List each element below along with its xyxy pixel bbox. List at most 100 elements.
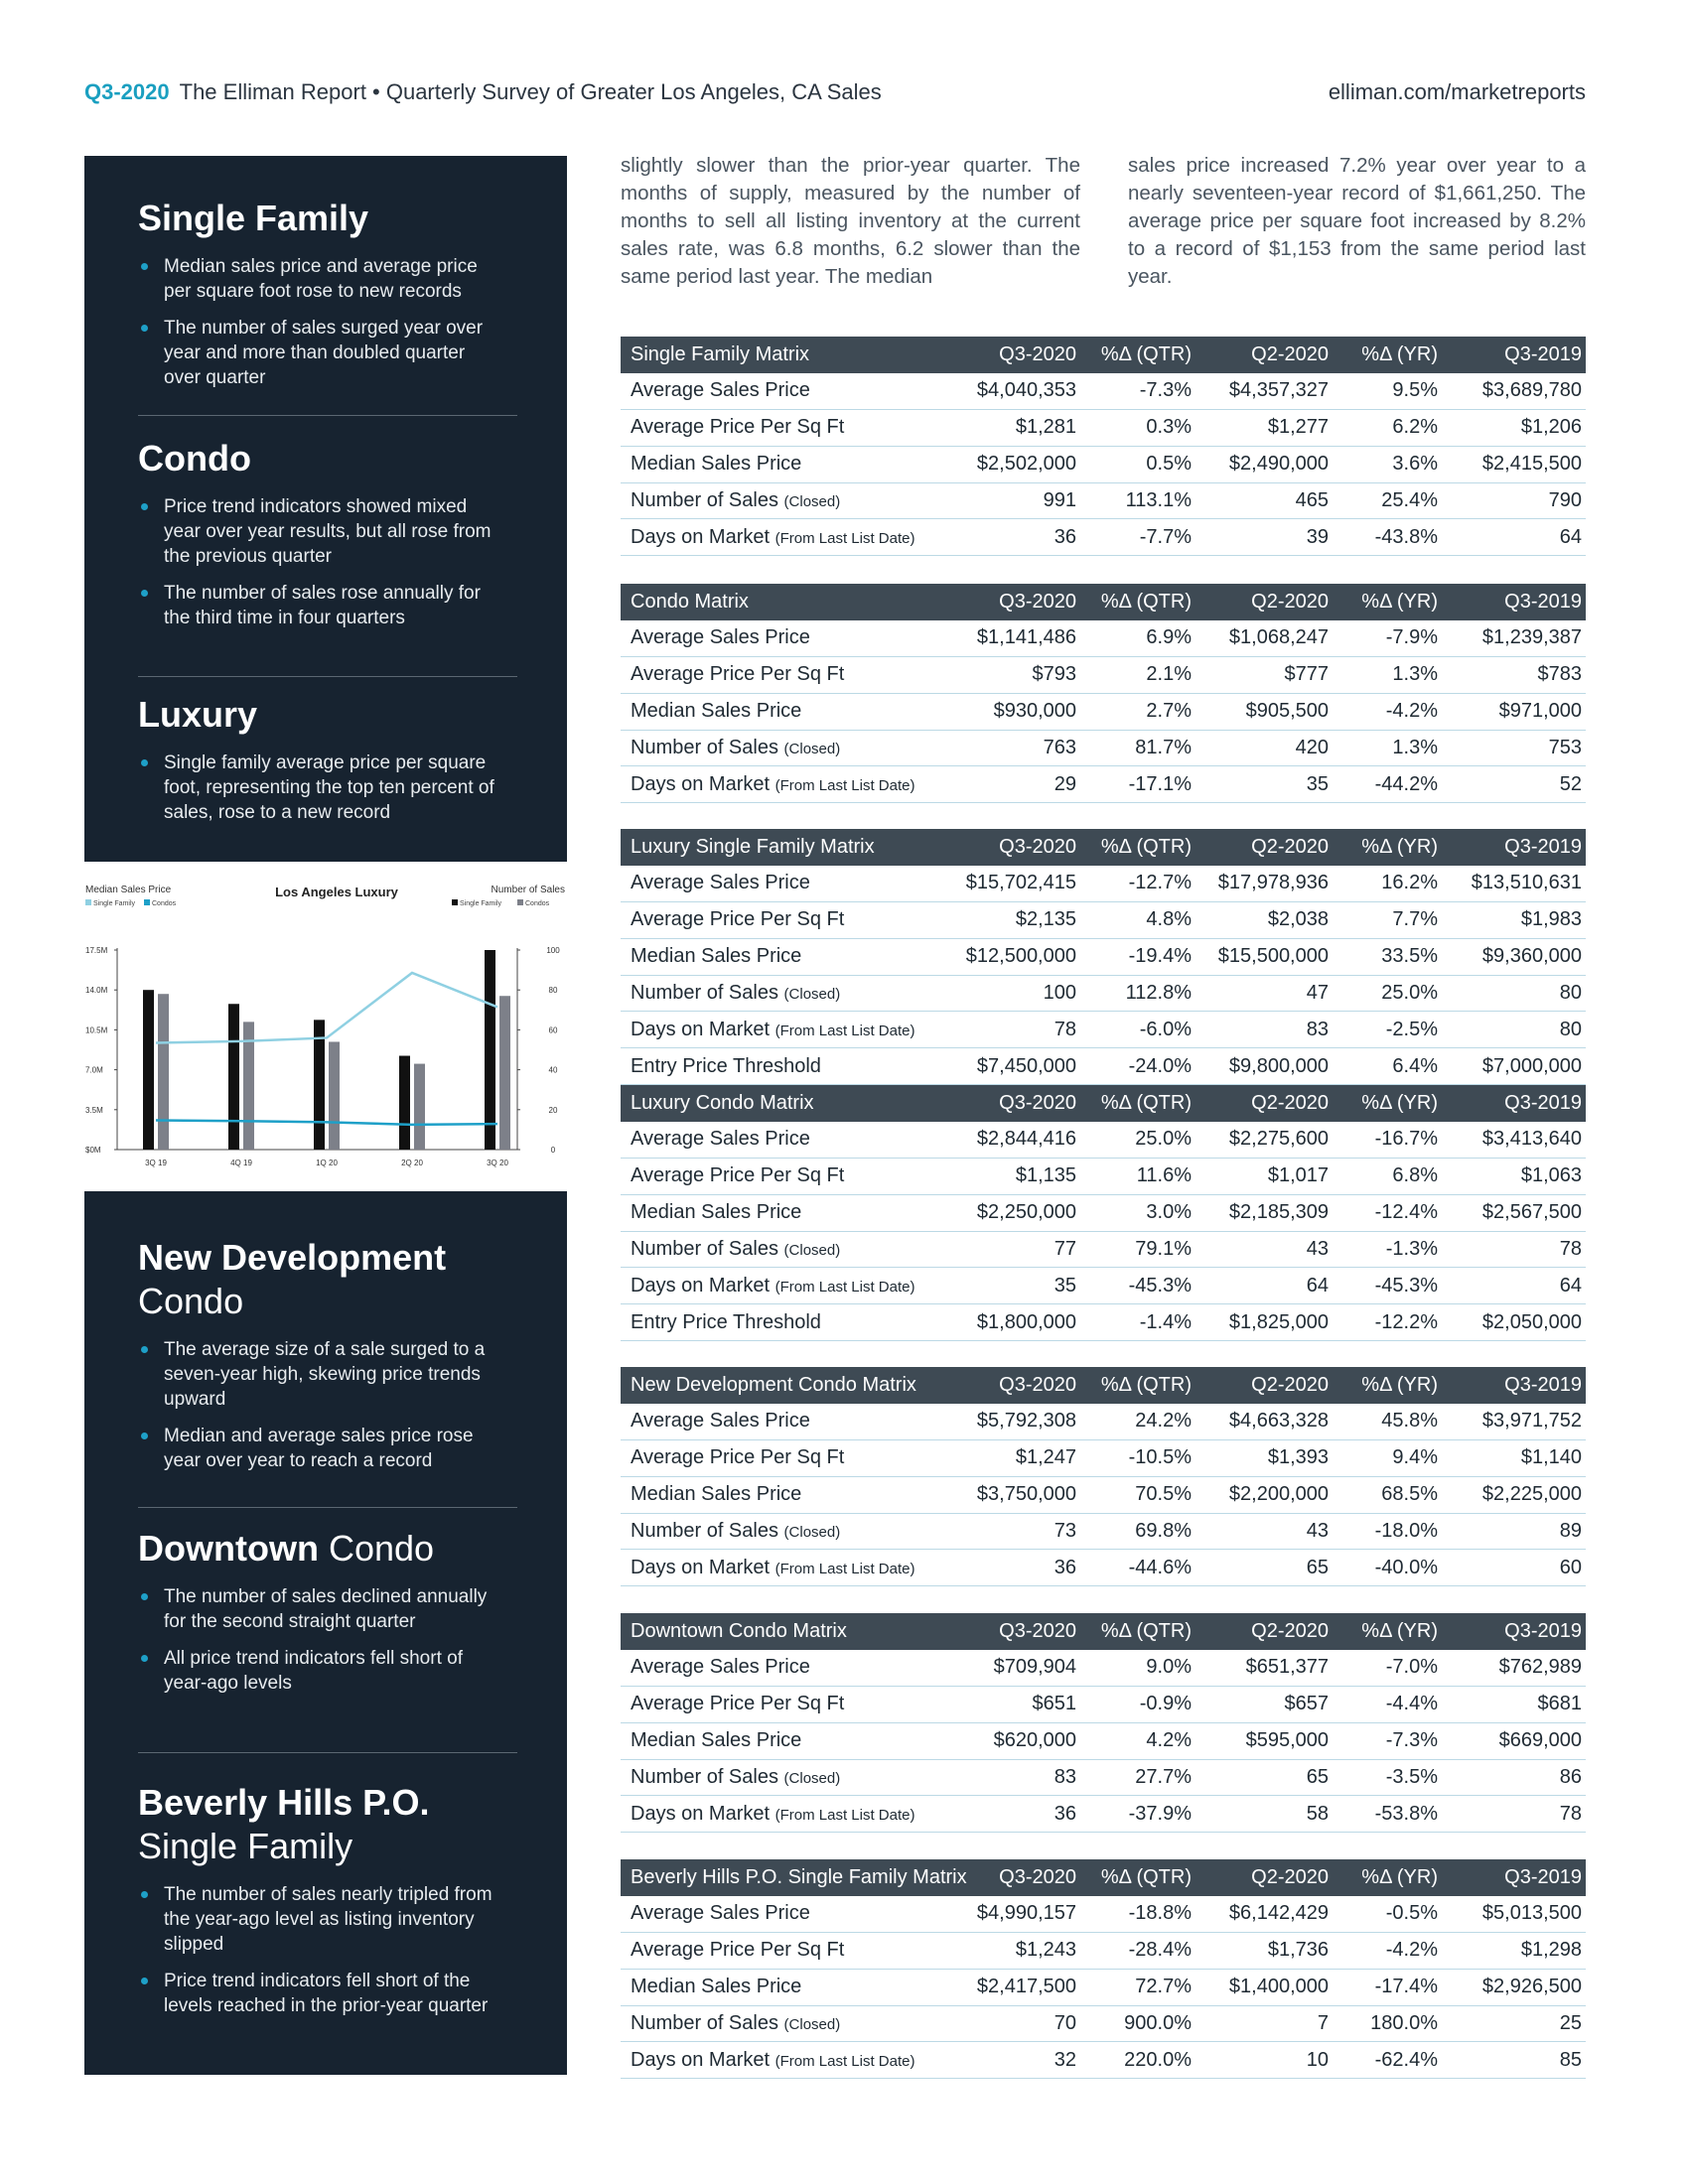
cell: $2,185,309 xyxy=(1196,1194,1333,1232)
cell: 80 xyxy=(1442,1011,1586,1049)
data-row: Average Price Per Sq Ft $2,135 4.8% $2,038 7… xyxy=(621,901,1586,939)
label-text: Number of Sales xyxy=(631,1520,778,1543)
row-label: Average Sales Price xyxy=(621,1403,918,1441)
cell: $1,247 xyxy=(918,1439,1080,1477)
label-text: Median Sales Price xyxy=(631,1729,802,1752)
label-note: (From Last List Date) xyxy=(774,1806,915,1824)
cell: 81.7% xyxy=(1080,730,1196,767)
cell: 86 xyxy=(1442,1759,1586,1797)
header-cell: Condo Matrix xyxy=(621,584,918,620)
cell: 29 xyxy=(918,765,1080,804)
bullet: Median and average sales price rose year… xyxy=(138,1424,506,1473)
data-row: Median Sales Price $2,502,000 0.5% $2,490,0… xyxy=(621,446,1586,483)
header-cell: Q2-2020 xyxy=(1196,1367,1333,1404)
row-label: Average Price Per Sq Ft xyxy=(621,1686,918,1723)
cell: -2.5% xyxy=(1333,1011,1442,1049)
header-cell: %Δ (YR) xyxy=(1333,584,1442,620)
row-label: Average Price Per Sq Ft xyxy=(621,1932,918,1970)
bullet: The number of sales nearly tripled from … xyxy=(138,1882,506,1957)
header-cell: %Δ (YR) xyxy=(1333,1613,1442,1650)
cell: 25.0% xyxy=(1080,1121,1196,1160)
label-text: Average Sales Price xyxy=(631,872,810,894)
bullet: The number of sales rose annually for th… xyxy=(138,581,506,630)
data-row: Number of Sales (Closed) 763 81.7% 420 1.3% 7… xyxy=(621,730,1586,767)
header-cell: Beverly Hills P.O. Single Family Matrix xyxy=(621,1859,967,1896)
summary-section: Beverly Hills P.O. Single Family The numbe… xyxy=(138,1781,535,2030)
header-cell: %Δ (QTR) xyxy=(1080,1367,1196,1404)
cell: $2,926,500 xyxy=(1442,1969,1586,2006)
row-label: Number of Sales (Closed) xyxy=(621,1513,918,1551)
y2-tick-label: 60 xyxy=(549,1025,558,1034)
cell: -28.4% xyxy=(1080,1932,1196,1970)
cell: $930,000 xyxy=(918,693,1080,731)
y-tick-label: 10.5M xyxy=(85,1025,108,1034)
cell: 39 xyxy=(1196,518,1333,557)
label-note: (Closed) xyxy=(783,1770,841,1788)
header-cell: %Δ (QTR) xyxy=(1080,829,1196,866)
bar xyxy=(414,1063,425,1150)
matrix-table: Luxury Single Family Matrix Q3-2020 %Δ (QT… xyxy=(621,829,1586,1086)
label-text: Average Price Per Sq Ft xyxy=(631,663,845,686)
header-cell: Q3-2019 xyxy=(1442,1613,1586,1650)
label-text: Average Price Per Sq Ft xyxy=(631,1164,845,1187)
header-cell: %Δ (QTR) xyxy=(1080,1085,1196,1122)
cell: 45.8% xyxy=(1333,1403,1442,1441)
matrix-table: Downtown Condo Matrix Q3-2020 %Δ (QTR) Q2-2… xyxy=(621,1613,1586,1834)
bullet: The average size of a sale surged to a s… xyxy=(138,1337,506,1412)
cell: -18.8% xyxy=(1080,1895,1196,1934)
cell: -17.4% xyxy=(1333,1969,1442,2006)
header-cell: %Δ (QTR) xyxy=(1080,584,1196,620)
cell: 70.5% xyxy=(1080,1476,1196,1514)
row-label: Median Sales Price xyxy=(621,1476,918,1514)
cell: 65 xyxy=(1196,1549,1333,1587)
header-cell: Q2-2020 xyxy=(1196,1613,1333,1650)
bullet-list: The average size of a sale surged to a s… xyxy=(138,1337,535,1473)
cell: $2,050,000 xyxy=(1442,1303,1586,1342)
cell: $2,200,000 xyxy=(1196,1476,1333,1514)
data-row: Average Price Per Sq Ft $1,135 11.6% $1,017… xyxy=(621,1158,1586,1195)
label-text: Days on Market xyxy=(631,772,771,795)
header-cell: Q2-2020 xyxy=(1196,1085,1333,1122)
data-row: Average Price Per Sq Ft $1,247 -10.5% $1,39… xyxy=(621,1439,1586,1477)
cell: 6.4% xyxy=(1333,1047,1442,1086)
bar xyxy=(485,950,495,1150)
y-axis-label: Median Sales Price xyxy=(85,885,172,895)
cell: 43 xyxy=(1196,1231,1333,1269)
cell: 32 xyxy=(918,2041,1080,2080)
chart: Los Angeles Luxury Median Sales Price Numb… xyxy=(85,885,565,1167)
cell: 4.2% xyxy=(1080,1722,1196,1760)
data-row: Average Sales Price $4,990,157 -18.8% $6,14… xyxy=(621,1895,1586,1934)
cell: $783 xyxy=(1442,656,1586,694)
row-label: Average Price Per Sq Ft xyxy=(621,1439,918,1477)
row-label: Days on Market (From Last List Date) xyxy=(621,518,918,557)
row-label: Number of Sales (Closed) xyxy=(621,975,918,1013)
label-note: (From Last List Date) xyxy=(774,1022,915,1039)
label-note: (From Last List Date) xyxy=(774,1560,915,1577)
cell: $2,275,600 xyxy=(1196,1121,1333,1160)
cell: 3.0% xyxy=(1080,1194,1196,1232)
cell: 2.7% xyxy=(1080,693,1196,731)
data-row: Average Sales Price $1,141,486 6.9% $1,068,… xyxy=(621,619,1586,658)
cell: 6.8% xyxy=(1333,1158,1442,1195)
cell: $2,417,500 xyxy=(918,1969,1080,2006)
cell: -45.3% xyxy=(1333,1267,1442,1305)
y2-tick-label: 100 xyxy=(546,946,560,955)
header-cell: Q2-2020 xyxy=(1196,829,1333,866)
row-label: Days on Market (From Last List Date) xyxy=(621,1011,918,1049)
cell: -4.2% xyxy=(1333,693,1442,731)
heading-bold: Single Family xyxy=(138,198,369,238)
data-row: Days on Market (From Last List Date) 78 -6… xyxy=(621,1011,1586,1049)
bullet: Median sales price and average price per… xyxy=(138,254,506,304)
cell: -4.2% xyxy=(1333,1932,1442,1970)
cell: -4.4% xyxy=(1333,1686,1442,1723)
label-text: Days on Market xyxy=(631,1556,771,1578)
data-row: Days on Market (From Last List Date) 36 -7… xyxy=(621,518,1586,557)
cell: -16.7% xyxy=(1333,1121,1442,1160)
row-label: Average Price Per Sq Ft xyxy=(621,409,918,447)
cell: $1,277 xyxy=(1196,409,1333,447)
x-tick-label: 2Q 20 xyxy=(401,1159,423,1167)
cell: 83 xyxy=(1196,1011,1333,1049)
cell: 2.1% xyxy=(1080,656,1196,694)
data-row: Average Sales Price $709,904 9.0% $651,377-… xyxy=(621,1649,1586,1688)
header-cell: Luxury Condo Matrix xyxy=(621,1085,918,1122)
